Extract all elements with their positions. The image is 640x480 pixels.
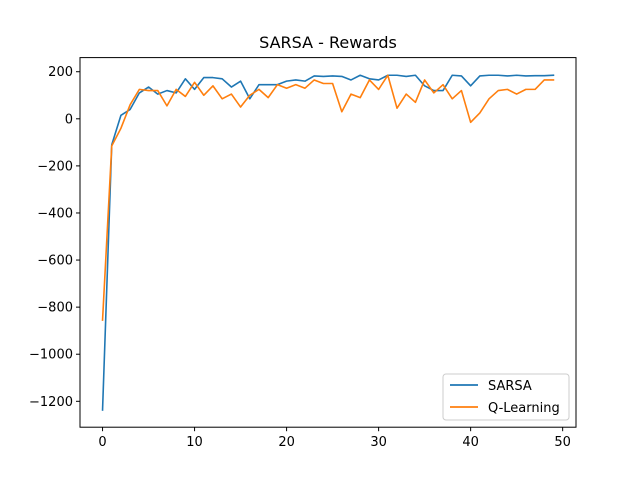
y-tick-label: −600: [37, 254, 73, 269]
y-tick-label: −1200: [29, 395, 73, 410]
x-tick-label: 40: [462, 435, 479, 450]
legend-label-q-learning: Q-Learning: [488, 401, 560, 416]
y-tick-label: −1000: [29, 348, 73, 363]
y-tick-label: −800: [37, 301, 73, 316]
plot-frame: [79, 57, 577, 428]
x-tick-label: 30: [370, 435, 387, 450]
x-tick-label: 50: [554, 435, 571, 450]
x-tick-label: 10: [186, 435, 203, 450]
y-tick-label: −400: [37, 206, 73, 221]
chart-title: SARSA - Rewards: [259, 33, 397, 52]
y-tick-label: −200: [37, 159, 73, 174]
series-line-q-learning: [101, 74, 555, 321]
y-tick-label: 200: [48, 65, 73, 80]
legend-label-sarsa: SARSA: [488, 379, 532, 394]
y-tick-label: 0: [65, 112, 73, 127]
axes-layer: 0 10 20 30 40 50 −1200 −1000 −800 −600 −400 −200 0 20…: [29, 65, 571, 450]
x-tick-label: 20: [278, 435, 295, 450]
plot-layer: [101, 74, 555, 411]
legend: SARSA Q-Learning: [442, 373, 570, 421]
x-tick-label: 0: [98, 435, 106, 450]
